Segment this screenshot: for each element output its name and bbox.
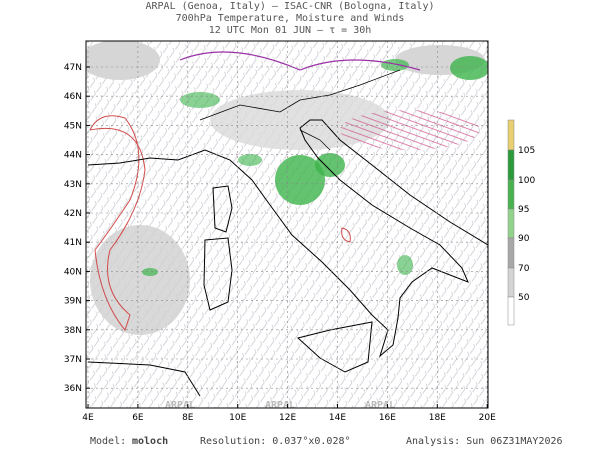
lat-label: 39N	[64, 297, 82, 307]
colorbar-label: 50	[518, 293, 530, 303]
coastline	[87, 69, 488, 397]
graticule	[86, 41, 488, 408]
lat-label: 40N	[64, 267, 82, 277]
watermark: ARPAL	[165, 400, 195, 411]
lat-label: 46N	[64, 92, 82, 102]
watermark: ARPAL	[365, 400, 395, 411]
lon-label: 6E	[132, 413, 144, 423]
footer-analysis: Analysis: Sun 06Z31MAY2026	[406, 436, 563, 447]
colorbar-label: 70	[518, 264, 530, 274]
title-line: 12 UTC Mon 01 JUN – τ = 30h	[209, 25, 372, 36]
colorbar-label: 105	[518, 146, 535, 156]
lat-label: 47N	[64, 63, 82, 73]
title-line: ARPAL (Genoa, Italy) – ISAC-CNR (Bologna…	[146, 1, 435, 12]
colorbar-label: 95	[518, 205, 529, 215]
lon-label: 20E	[479, 413, 496, 423]
lat-label: 44N	[64, 151, 82, 161]
lat-label: 45N	[64, 121, 82, 131]
lat-label: 43N	[64, 180, 82, 190]
map-frame	[85, 40, 489, 409]
lat-label: 42N	[64, 209, 82, 219]
footer-model: moloch	[132, 436, 168, 447]
lon-label: 12E	[279, 413, 296, 423]
footer-label: Model:	[90, 436, 126, 447]
lat-label: 37N	[64, 355, 82, 365]
lon-label: 10E	[229, 413, 246, 423]
colorbar	[507, 119, 515, 326]
lat-label: 41N	[64, 238, 82, 248]
lon-label: 14E	[329, 413, 346, 423]
lon-label: 16E	[379, 413, 396, 423]
lon-label: 8E	[182, 413, 194, 423]
title-line: 700hPa Temperature, Moisture and Winds	[176, 13, 405, 24]
lat-label: 38N	[64, 326, 82, 336]
lon-label: 18E	[429, 413, 446, 423]
footer-resolution: Resolution: 0.037°x0.028°	[200, 436, 351, 447]
watermark: ARPAL	[265, 400, 295, 411]
map-area: ARPAL ARPAL ARPAL	[86, 41, 488, 411]
lat-label: 36N	[64, 384, 82, 394]
colorbar-label: 90	[518, 234, 530, 244]
colorbar-label: 100	[518, 176, 535, 186]
lon-label: 4E	[82, 413, 94, 423]
